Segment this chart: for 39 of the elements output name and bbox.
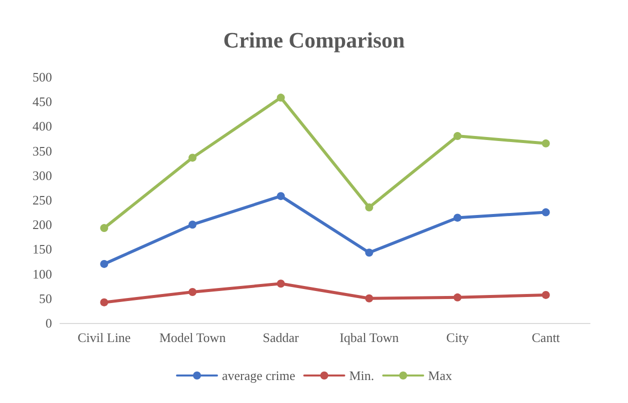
y-tick-label: 100	[32, 266, 52, 282]
x-tick-label: Cantt	[532, 330, 560, 345]
x-tick-label: Civil Line	[78, 330, 131, 345]
y-tick-label: 450	[32, 94, 52, 110]
point	[100, 260, 108, 268]
point	[188, 288, 196, 296]
legend-label: Min.	[349, 368, 374, 383]
point	[100, 224, 108, 232]
point	[276, 94, 285, 102]
y-tick-label: 150	[32, 242, 52, 257]
x-tick-label: City	[446, 330, 470, 345]
chart-title: Crime Comparison	[223, 28, 405, 52]
x-tick-label: Saddar	[262, 330, 300, 345]
point	[188, 220, 196, 229]
point	[365, 203, 374, 212]
point	[454, 214, 462, 222]
y-tick-label: 300	[32, 168, 52, 183]
x-tick-label: Iqbal Town	[340, 330, 400, 345]
point	[276, 280, 285, 288]
point	[365, 294, 374, 302]
y-tick-label: 500	[32, 70, 52, 84]
point	[542, 290, 550, 299]
point	[276, 192, 285, 200]
point	[365, 248, 374, 257]
legend-label: average crime	[222, 368, 296, 383]
y-tick-label: 350	[32, 143, 52, 158]
point	[100, 298, 108, 306]
legend-label: Max	[428, 368, 452, 383]
point	[454, 132, 462, 140]
y-tick-label: 200	[32, 217, 52, 232]
point	[542, 208, 550, 216]
y-tick-label: 250	[32, 192, 52, 208]
point	[454, 293, 462, 302]
x-tick-label: Model Town	[159, 330, 226, 345]
point	[542, 139, 550, 148]
y-tick-label: 400	[32, 118, 52, 134]
y-tick-label: 50	[39, 290, 52, 306]
point	[188, 154, 196, 162]
y-tick-label: 0	[46, 316, 52, 330]
